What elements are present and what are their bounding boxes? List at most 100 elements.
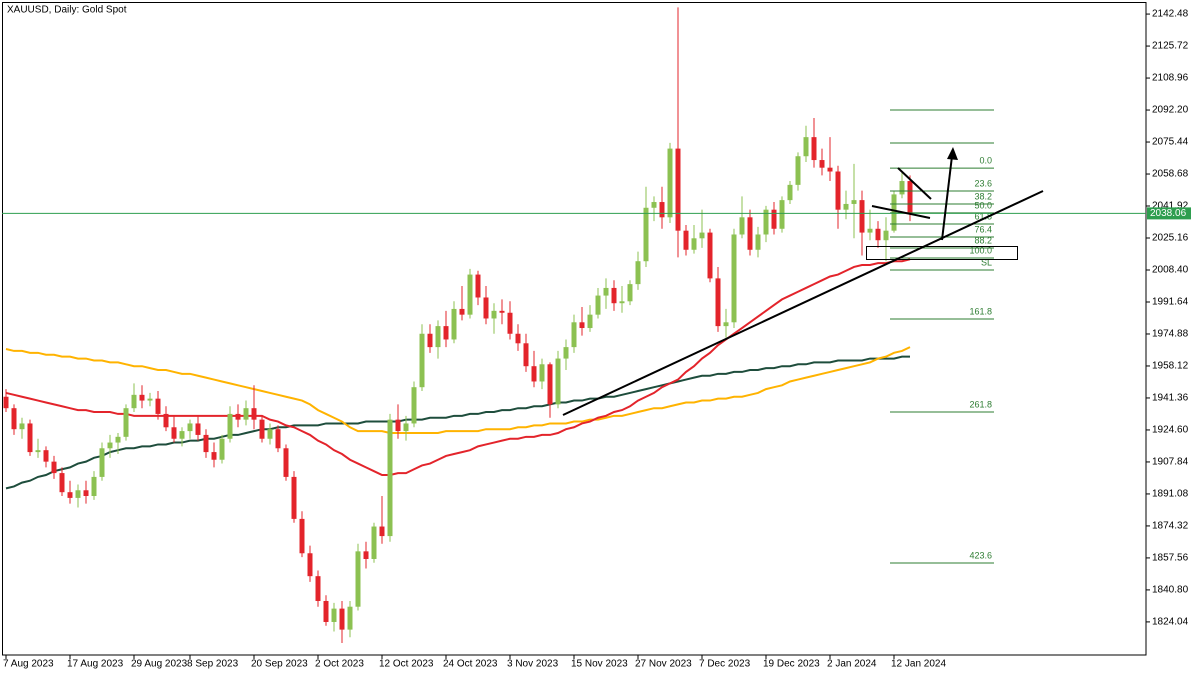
y-tick-label: 2125.72 [1152, 41, 1189, 52]
fib-label: 38.2 [974, 191, 992, 201]
candle-body [355, 551, 361, 607]
candle-body [11, 408, 17, 430]
y-tick-label: 2041.92 [1152, 201, 1189, 212]
candle-body [91, 476, 97, 496]
candle-body [163, 413, 169, 428]
candle-body [139, 394, 145, 401]
candle-body [635, 261, 641, 285]
y-tick-label: 1958.12 [1152, 361, 1189, 372]
fib-label: 0.0 [979, 155, 992, 165]
candle-body [451, 308, 457, 340]
candle-body [443, 326, 449, 340]
candle-body [907, 181, 913, 214]
candle-body [563, 347, 569, 359]
candle-body [587, 314, 593, 329]
candle-body [739, 217, 745, 235]
x-tick-label: 20 Sep 2023 [251, 659, 308, 670]
candle-body [571, 322, 577, 348]
y-tick-label: 1974.88 [1152, 329, 1189, 340]
candle-body [763, 209, 769, 235]
candle-body [203, 434, 209, 453]
candle-body [803, 137, 809, 157]
candle-body [403, 423, 409, 432]
candle-body [595, 295, 601, 315]
candle-body [731, 234, 737, 323]
candle-body [555, 358, 561, 405]
candle-body [211, 452, 217, 460]
y-tick-label: 2108.96 [1152, 73, 1189, 84]
candle-body [491, 310, 497, 319]
y-tick-label: 1907.84 [1152, 457, 1189, 468]
x-tick-label: 2 Oct 2023 [315, 659, 364, 670]
current-price-label: 2038.06 [1150, 208, 1187, 219]
candle-body [387, 419, 393, 537]
candle-body [811, 137, 817, 161]
trend-line [562, 190, 1044, 416]
candle-body [467, 274, 473, 315]
x-tick-label: 3 Nov 2023 [507, 659, 559, 670]
candle-body [323, 600, 329, 622]
fib-label: 88.2 [974, 235, 992, 245]
candle-body [107, 442, 113, 449]
trend-line [871, 205, 931, 219]
y-tick-label: 2075.44 [1152, 137, 1189, 148]
candle-body [19, 423, 25, 430]
candle-body [243, 408, 249, 420]
candle-body [195, 423, 201, 435]
candle-body [787, 184, 793, 201]
x-tick-label: 27 Nov 2023 [635, 659, 692, 670]
arrow-head [947, 147, 958, 160]
fib-label: 50.0 [974, 200, 992, 210]
candle-body [147, 398, 153, 401]
candle-body [75, 490, 81, 498]
candle-body [643, 207, 649, 262]
candle-body [227, 413, 233, 439]
candle-body [475, 274, 481, 298]
candle-body [899, 181, 905, 195]
candle-body [539, 364, 545, 382]
candle-body [883, 230, 889, 241]
candle-body [347, 606, 353, 630]
candle-body [331, 608, 337, 622]
y-tick-label: 2142.48 [1152, 9, 1189, 20]
candle-body [611, 287, 617, 304]
candle-body [187, 423, 193, 432]
candle-body [523, 343, 529, 367]
candle-body [747, 217, 753, 250]
candle-body [395, 419, 401, 432]
candle-body [827, 167, 833, 172]
candle-body [267, 429, 273, 439]
fib-label: 261.8 [969, 399, 992, 409]
x-tick-label: 12 Oct 2023 [379, 659, 434, 670]
candle-body [683, 230, 689, 250]
fib-label: 100.0 [969, 245, 992, 255]
candle-body [371, 526, 377, 559]
candle-body [875, 228, 881, 241]
x-tick-label: 7 Dec 2023 [699, 659, 751, 670]
fib-label: 23.6 [974, 178, 992, 188]
candle-body [627, 284, 633, 302]
candle-body [43, 450, 49, 462]
candle-body [315, 576, 321, 601]
candle-body [779, 200, 785, 229]
candle-body [155, 398, 161, 414]
moving-average [5, 258, 911, 477]
candle-body [131, 394, 137, 409]
y-tick-label: 1840.80 [1152, 585, 1189, 596]
axis-layer: 2142.48 2125.72 2108.96 2092.20 2075.44 2058.… [3, 9, 1191, 670]
moving-average [5, 346, 911, 435]
x-tick-label: 2 Jan 2024 [827, 659, 877, 670]
candle-body [667, 148, 673, 218]
candle-body [459, 308, 465, 315]
candle-body [115, 436, 121, 443]
candle-body [435, 326, 441, 348]
candle-body [715, 278, 721, 327]
candle-body [651, 202, 657, 208]
candle-body [411, 387, 417, 424]
y-tick-label: 1991.64 [1152, 297, 1189, 308]
candle-body [259, 419, 265, 439]
fib-label: 161.8 [969, 306, 992, 316]
candle-body [275, 429, 281, 449]
fib-label: 76.4 [974, 224, 992, 234]
